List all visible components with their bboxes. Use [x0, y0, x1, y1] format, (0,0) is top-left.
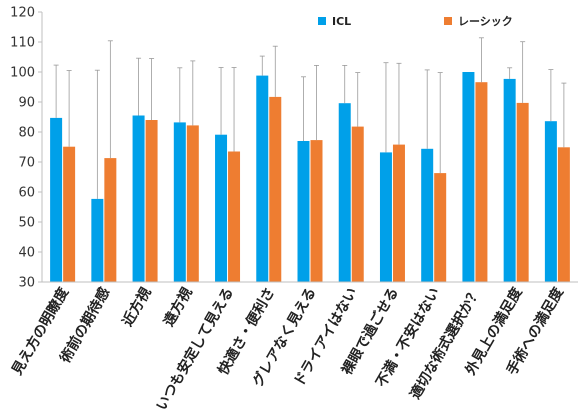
bar-lasik	[310, 140, 323, 282]
bar-icl	[338, 103, 351, 282]
y-tick-label: 70	[18, 156, 35, 171]
legend-swatch-icl	[318, 17, 326, 25]
bar-icl	[132, 115, 145, 282]
bar-lasik	[557, 147, 570, 282]
bar-icl	[91, 198, 104, 282]
bars-group	[50, 72, 570, 283]
y-tick-label: 120	[10, 6, 35, 21]
y-tick-label: 80	[18, 126, 35, 141]
bar-icl	[462, 72, 475, 282]
error-bars-group	[53, 37, 567, 199]
y-tick-label: 50	[18, 216, 35, 231]
x-tick-label: 近方視	[119, 285, 155, 330]
legend-label-icl: ICL	[332, 15, 351, 28]
bar-icl	[173, 122, 186, 283]
y-tick-label: 90	[18, 96, 35, 111]
bar-lasik	[475, 82, 488, 282]
bar-icl	[256, 75, 269, 282]
bar-icl	[297, 141, 310, 282]
y-tick-label: 100	[10, 66, 35, 81]
bar-lasik	[145, 120, 158, 282]
bar-lasik	[434, 173, 447, 282]
x-tick-label: 遠方視	[160, 285, 196, 330]
y-tick-label: 60	[18, 186, 35, 201]
x-tick-label: いつも安定して見える	[153, 285, 237, 414]
bar-icl	[421, 148, 434, 282]
bar-lasik	[516, 102, 529, 283]
bar-icl	[503, 78, 516, 283]
bar-icl	[544, 121, 557, 282]
bar-icl	[379, 152, 392, 282]
y-axis-ticks: 30 40 50 60 70 80 90 100 110 120	[10, 6, 42, 291]
bar-lasik	[104, 158, 117, 282]
y-tick-label: 30	[18, 276, 35, 291]
y-tick-label: 110	[10, 36, 35, 51]
bar-lasik	[269, 96, 282, 283]
y-tick-label: 40	[18, 246, 35, 261]
legend: ICL レーシック	[318, 15, 513, 28]
legend-label-lasik: レーシック	[458, 15, 513, 28]
bar-icl	[50, 117, 63, 283]
legend-swatch-lasik	[444, 17, 452, 25]
bar-lasik	[351, 126, 364, 282]
bar-lasik	[63, 146, 76, 282]
bar-lasik	[392, 144, 405, 282]
bar-icl	[215, 134, 228, 282]
x-tick-label: 見え方の明瞭度	[8, 284, 73, 379]
bar-lasik	[228, 151, 241, 282]
bar-lasik	[186, 125, 199, 283]
